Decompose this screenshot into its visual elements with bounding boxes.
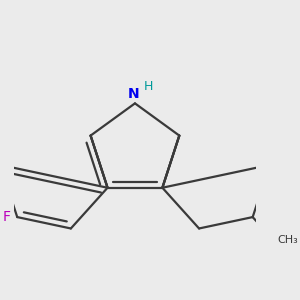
Text: CH₃: CH₃ bbox=[277, 235, 298, 244]
Text: F: F bbox=[3, 210, 10, 224]
Text: N: N bbox=[128, 87, 140, 100]
Text: H: H bbox=[144, 80, 153, 94]
